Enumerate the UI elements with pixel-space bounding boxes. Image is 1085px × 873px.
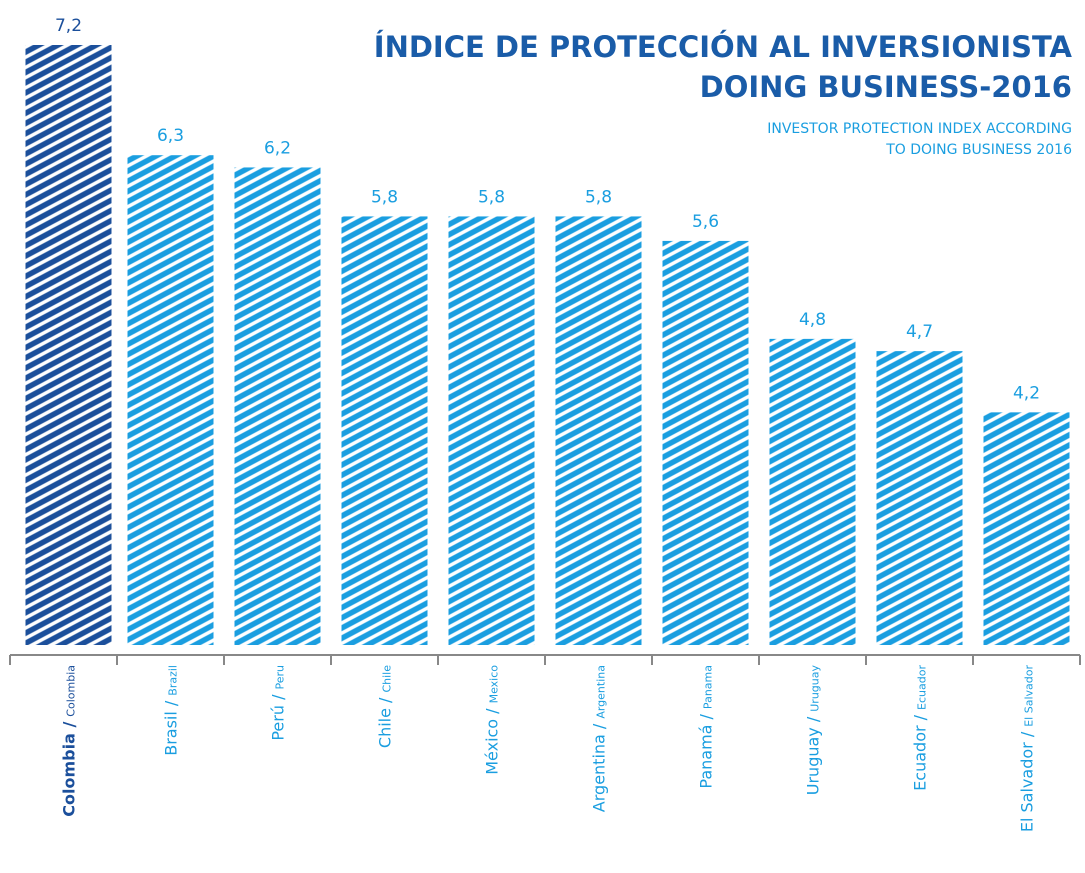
bar	[448, 216, 535, 645]
category-en: Brazil	[167, 665, 180, 696]
value-label: 5,6	[692, 212, 719, 232]
category-es: Panamá /	[697, 713, 716, 788]
bar	[555, 216, 642, 645]
category-en: El Salvador	[1023, 665, 1036, 727]
x-tick-label: Panamá / Panama	[697, 665, 716, 789]
category-en: Colombia	[65, 665, 78, 717]
chart-title: ÍNDICE DE PROTECCIÓN AL INVERSIONISTA	[374, 30, 1073, 64]
bar	[234, 167, 321, 645]
category-en: Uruguay	[809, 665, 822, 712]
category-es: México /	[483, 708, 502, 775]
value-label: 5,8	[478, 187, 505, 207]
value-label: 4,8	[799, 310, 826, 330]
value-label: 6,3	[157, 126, 184, 146]
x-tick-label: Colombia / Colombia	[60, 665, 79, 817]
x-tick-label: Perú / Peru	[269, 665, 288, 741]
bar	[876, 351, 963, 645]
value-label: 6,2	[264, 138, 291, 158]
category-es: Uruguay /	[804, 716, 823, 795]
category-en: Ecuador	[916, 665, 929, 710]
x-tick-label: México / Mexico	[483, 665, 502, 775]
x-tick-label: Brasil / Brazil	[162, 665, 181, 756]
bar	[25, 45, 112, 645]
category-es: Argentina /	[590, 723, 609, 812]
bar	[662, 240, 749, 645]
x-tick-label: El Salvador / El Salvador	[1018, 665, 1037, 833]
value-label: 5,8	[371, 187, 398, 207]
x-tick-label: Uruguay / Uruguay	[804, 665, 823, 796]
category-es: El Salvador /	[1018, 731, 1037, 832]
chart-subtitle: INVESTOR PROTECTION INDEX ACCORDING	[767, 121, 1072, 137]
category-en: Peru	[274, 665, 287, 690]
bar	[983, 412, 1070, 645]
x-tick-label: Argentina / Argentina	[590, 665, 609, 812]
category-en: Argentina	[595, 665, 608, 719]
category-en: Chile	[381, 665, 394, 693]
category-en: Panama	[702, 665, 715, 709]
value-label: 5,8	[585, 187, 612, 207]
bar	[127, 155, 214, 645]
value-label: 7,2	[55, 16, 82, 36]
category-es: Brasil /	[162, 700, 181, 756]
bar	[341, 216, 428, 645]
chart-title: DOING BUSINESS-2016	[700, 70, 1072, 104]
category-en: Mexico	[488, 665, 501, 704]
chart-subtitle: TO DOING BUSINESS 2016	[885, 142, 1072, 158]
category-es: Perú /	[269, 694, 288, 741]
bar	[769, 338, 856, 645]
x-tick-label: Chile / Chile	[376, 665, 395, 748]
value-label: 4,2	[1013, 383, 1040, 403]
x-tick-label: Ecuador / Ecuador	[911, 665, 930, 791]
category-es: Ecuador /	[911, 714, 930, 790]
category-es: Chile /	[376, 697, 395, 748]
category-es: Colombia /	[60, 722, 79, 817]
value-label: 4,7	[906, 322, 933, 342]
